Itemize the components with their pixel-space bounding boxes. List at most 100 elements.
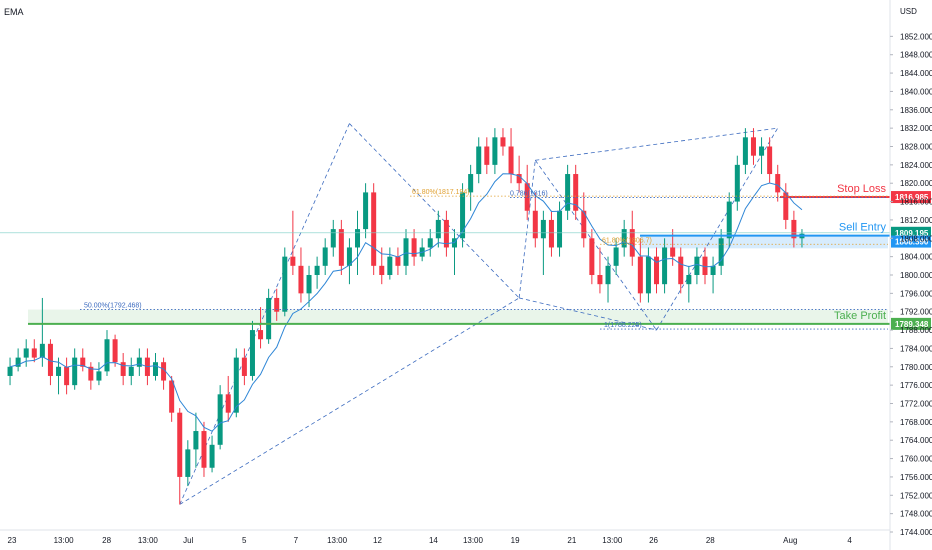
y-tick-label: 1744.000 [900, 528, 932, 537]
y-tick-label: 1776.000 [900, 381, 932, 390]
y-tick-label: 1748.000 [900, 510, 932, 519]
y-tick-label: 1840.000 [900, 87, 932, 96]
y-tick-label: 1812.000 [900, 216, 932, 225]
candle-body [104, 339, 110, 372]
candle-body [629, 229, 635, 257]
candle-body [783, 192, 789, 220]
candle-body [96, 371, 102, 381]
candle-body [15, 357, 21, 367]
level-name: Stop Loss [837, 183, 886, 195]
candle-body [128, 366, 134, 376]
candle-body [56, 366, 62, 376]
candle-body [177, 412, 183, 477]
candle-body [233, 357, 239, 413]
candle-body [7, 366, 13, 376]
candle-body [322, 247, 328, 266]
candle-body [654, 256, 660, 285]
x-tick-label: 26 [649, 536, 658, 545]
levels-layer: 1809.195 Stop Loss 1816.985 Sell Entry 1808.… [0, 183, 931, 330]
price-axis[interactable]: 1744.000 1748.000 1752.000 1756.000 1760.000… [889, 0, 932, 550]
fib-label: 61.80%(1817.194) [412, 189, 470, 196]
candle-body [670, 247, 676, 257]
candle-body [23, 348, 29, 358]
candle-body [565, 174, 571, 211]
y-tick-label: 1784.000 [900, 344, 932, 353]
fib-label: 1(1788.225) [604, 322, 642, 329]
x-tick-label: 13:00 [54, 536, 75, 545]
y-tick-label: 1844.000 [900, 69, 932, 78]
candle-body [710, 265, 716, 275]
y-tick-label: 1752.000 [900, 491, 932, 500]
candle-body [605, 265, 611, 285]
candle-body [314, 265, 320, 275]
candle-body [492, 137, 498, 165]
candle-body [557, 210, 563, 248]
x-tick-label: 5 [242, 536, 247, 545]
pattern-drawings [179, 123, 779, 505]
y-tick-label: 1792.000 [900, 308, 932, 317]
candle-body [249, 330, 255, 376]
candle-body [548, 219, 554, 248]
pattern-leg [656, 127, 779, 331]
x-tick-label: 13:00 [327, 536, 348, 545]
candle-body [120, 362, 126, 376]
y-tick-label: 1800.000 [900, 271, 932, 280]
candle-body [468, 174, 474, 193]
candle-body [750, 137, 756, 156]
candle-body [589, 238, 595, 275]
level-price-label: 1789.348 [895, 320, 929, 329]
x-tick-label: Jul [183, 536, 193, 545]
y-tick-label: 1820.000 [900, 179, 932, 188]
candle-body [379, 265, 385, 275]
candle-body [500, 137, 506, 147]
candle-body [185, 449, 191, 477]
x-tick-label: 12 [373, 536, 382, 545]
candle-body [338, 229, 344, 266]
candle-body [290, 256, 296, 266]
take-profit-zone [28, 309, 888, 324]
candle-body [395, 256, 401, 266]
level-name: Take Profit [834, 310, 886, 322]
candle-body [169, 380, 175, 413]
level-price-tag [891, 191, 931, 204]
ema-layer [9, 173, 803, 432]
candle-body [767, 146, 773, 175]
y-tick-label: 1760.000 [900, 455, 932, 464]
y-tick-label: 1772.000 [900, 400, 932, 409]
candle-body [88, 366, 94, 381]
candle-body [411, 238, 417, 257]
level-price-tag [891, 317, 931, 330]
candle-body [734, 164, 740, 202]
candle-body [355, 229, 361, 248]
candle-body [346, 247, 352, 266]
y-tick-label: 1816.000 [900, 198, 932, 207]
candle-body [64, 366, 70, 386]
candle-body [573, 174, 579, 211]
candle-body [621, 229, 627, 248]
fib-label: 61.80%(1806.7) [602, 237, 652, 244]
y-tick-label: 1848.000 [900, 51, 932, 60]
y-tick-label: 1796.000 [900, 289, 932, 298]
x-tick-label: 13:00 [138, 536, 159, 545]
candle-body [371, 192, 377, 266]
candle-body [791, 219, 797, 239]
x-tick-label: 28 [706, 536, 715, 545]
y-tick-label: 1824.000 [900, 161, 932, 170]
y-tick-label: 1768.000 [900, 418, 932, 427]
x-tick-label: 4 [847, 536, 852, 545]
y-tick-label: 1764.000 [900, 436, 932, 445]
y-tick-label: 1804.000 [900, 253, 932, 262]
candle-body [516, 174, 522, 184]
level-price-tag [891, 235, 931, 248]
y-tick-label: 1780.000 [900, 363, 932, 372]
x-tick-label: 13:00 [463, 536, 484, 545]
candle-body [443, 219, 449, 248]
ema-line [9, 173, 803, 432]
time-axis[interactable]: 23 13:00 28 13:00 Jul 5 7 13:00 12 14 13:00 19 21 13:… [0, 529, 890, 545]
candle-body [742, 137, 748, 165]
candle-body [718, 238, 724, 266]
x-tick-label: 7 [294, 536, 299, 545]
candle-body [637, 256, 643, 294]
candle-body [161, 362, 167, 381]
